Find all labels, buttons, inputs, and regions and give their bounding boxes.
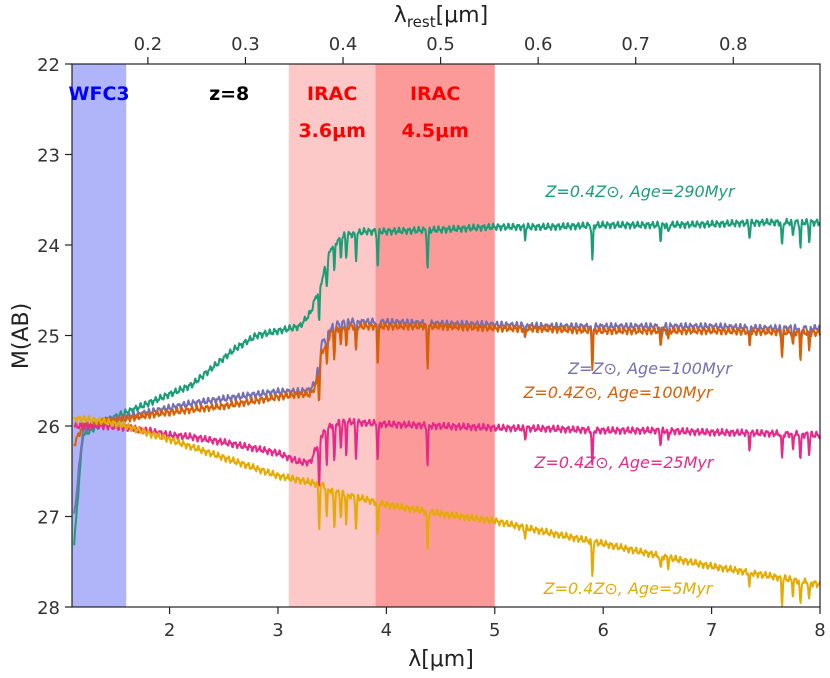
top-axis-title-main: λ	[394, 3, 407, 28]
top-tick-label-6: 0.8	[719, 34, 748, 55]
y-tick-label-5: 27	[37, 508, 60, 529]
chart-labels: WFC3 IRAC 3.6μm IRAC 4.5μm z=8 Z=0.4Z⊙, Age=29…	[69, 83, 736, 598]
series-line-4	[73, 414, 821, 607]
x-tick-label-1: 3	[272, 620, 283, 641]
wavelength-bands	[72, 64, 495, 607]
top-tick-label-3: 0.5	[426, 34, 455, 55]
y-tick-label-3: 25	[37, 327, 60, 348]
top-axis-title-tail: [μm]	[436, 3, 489, 28]
series-line-2	[73, 321, 821, 447]
y-tick-label-6: 28	[37, 598, 60, 619]
top-tick-label-0: 0.2	[134, 34, 163, 55]
series-line-1	[73, 317, 821, 514]
band-2	[375, 64, 495, 607]
top-tick-label-4: 0.6	[524, 34, 553, 55]
x-tick-label-6: 8	[814, 620, 825, 641]
y-axis-title: M(AB)	[9, 303, 34, 369]
series-label-3: Z=0.4Z⊙, Age=25Myr	[534, 453, 715, 472]
y-tick-label-1: 23	[37, 146, 60, 167]
spectra-lines	[73, 217, 821, 607]
series-label-2: Z=0.4Z⊙, Age=100Myr	[522, 383, 714, 402]
x-tick-label-3: 5	[489, 620, 500, 641]
x-tick-label-2: 4	[381, 620, 392, 641]
series-line-0	[73, 217, 821, 546]
series-line-3	[73, 417, 821, 487]
top-tick-label-5: 0.7	[621, 34, 650, 55]
top-axis-title: λrest[μm]	[394, 3, 488, 31]
y-tick-label-2: 24	[37, 236, 60, 257]
redshift-annotation: z=8	[209, 83, 249, 105]
x-tick-label-5: 7	[706, 620, 717, 641]
top-axis-title-sub: rest	[407, 13, 436, 31]
series-label-4: Z=0.4Z⊙, Age=5Myr	[543, 579, 714, 598]
x-tick-label-4: 6	[597, 620, 608, 641]
top-tick-label-2: 0.4	[329, 34, 358, 55]
band-label-1-1: 3.6μm	[298, 120, 365, 142]
band-label-0-0: WFC3	[69, 83, 130, 105]
series-label-1: Z=Z⊙, Age=100Myr	[567, 359, 733, 378]
band-0	[72, 64, 127, 607]
x-axis-title: λ[μm]	[408, 647, 474, 672]
top-tick-label-1: 0.3	[231, 34, 260, 55]
band-label-2-1: 4.5μm	[401, 120, 468, 142]
x-tick-label-0: 2	[164, 620, 175, 641]
series-label-0: Z=0.4Z⊙, Age=290Myr	[544, 182, 736, 201]
y-tick-label-0: 22	[37, 55, 60, 76]
band-label-1-0: IRAC	[307, 83, 357, 105]
y-tick-label-4: 26	[37, 417, 60, 438]
band-label-2-0: IRAC	[410, 83, 460, 105]
